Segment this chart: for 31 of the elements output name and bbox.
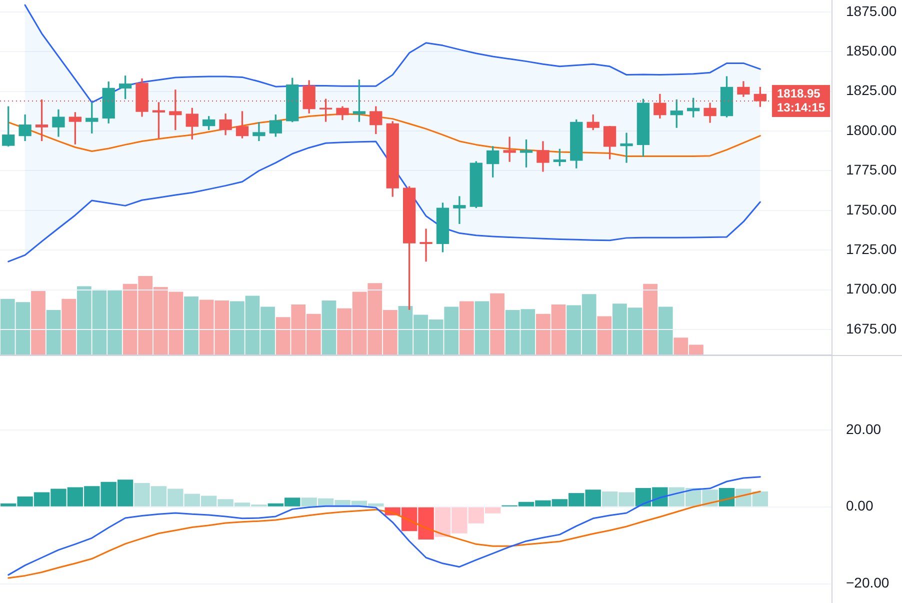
- y-tick-label: 1725.00: [846, 241, 897, 258]
- bar: [597, 316, 612, 355]
- candlestick: [252, 122, 266, 142]
- candlestick: [420, 228, 432, 262]
- candlestick: [453, 196, 466, 224]
- bar: [643, 284, 658, 355]
- text: 13:14:15: [776, 100, 826, 114]
- bar: [184, 296, 198, 355]
- candlestick: [620, 132, 633, 163]
- y-tick-label: 20.00: [846, 420, 882, 437]
- y-tick-label: 1675.00: [846, 320, 897, 336]
- bar: [718, 488, 735, 506]
- bar: [658, 306, 673, 355]
- candlestick: [503, 136, 516, 162]
- y-tick-label: 1800.00: [846, 122, 897, 138]
- y-tick-label: 1875.00: [846, 2, 897, 19]
- y-tick-label: −20.00: [846, 574, 890, 591]
- bar: [46, 310, 61, 355]
- y-tick-label: 1750.00: [846, 201, 897, 218]
- bar: [31, 291, 46, 355]
- bar: [62, 298, 76, 355]
- bar: [474, 301, 490, 355]
- ref-line-label: 1818.95: [776, 86, 821, 100]
- bar: [322, 300, 336, 355]
- y-tick-label: 0.00: [846, 498, 874, 514]
- y-tick-label: 1775.00: [846, 162, 897, 178]
- y-tick-label: 1825.00: [846, 82, 897, 98]
- bar: [490, 293, 504, 355]
- bar: [459, 301, 474, 355]
- y-tick-label: 1850.00: [846, 42, 897, 58]
- y-tick-label: 1700.00: [846, 280, 897, 297]
